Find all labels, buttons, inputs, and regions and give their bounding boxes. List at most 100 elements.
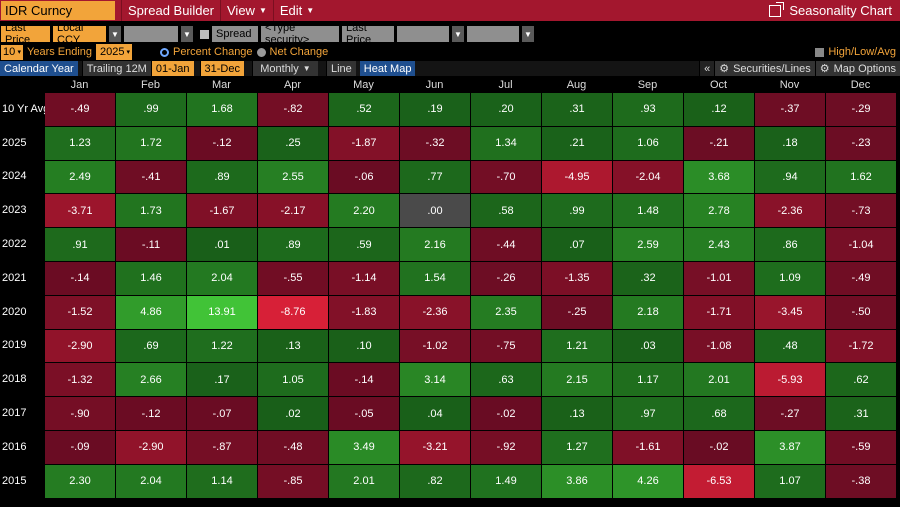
heat-cell[interactable]: -3.71 xyxy=(45,194,115,228)
heat-cell[interactable]: 1.23 xyxy=(45,126,115,160)
chevron-down-icon[interactable]: ▼ xyxy=(522,26,534,42)
heat-cell[interactable]: .69 xyxy=(116,329,186,363)
heat-cell[interactable]: -.32 xyxy=(400,126,470,160)
heat-cell[interactable]: -2.04 xyxy=(613,160,683,194)
heat-cell[interactable]: .20 xyxy=(471,93,541,126)
field-empty-box-3[interactable] xyxy=(467,26,519,42)
heat-cell[interactable]: .10 xyxy=(329,329,399,363)
heat-cell[interactable]: -.49 xyxy=(826,261,896,295)
heat-cell[interactable]: -1.52 xyxy=(45,295,115,329)
heat-cell[interactable]: -.21 xyxy=(684,126,754,160)
menu-spread-builder[interactable]: Spread Builder xyxy=(121,0,220,21)
chevron-down-icon[interactable]: ▼ xyxy=(181,26,193,42)
heat-cell[interactable]: -.14 xyxy=(45,261,115,295)
heat-cell[interactable]: .01 xyxy=(187,228,257,261)
heat-cell[interactable]: -.82 xyxy=(258,93,328,126)
heat-cell[interactable]: 1.27 xyxy=(542,430,612,464)
heat-cell[interactable]: .93 xyxy=(613,93,683,126)
heat-cell[interactable]: -.14 xyxy=(329,363,399,397)
heat-cell[interactable]: .32 xyxy=(613,261,683,295)
heat-cell[interactable]: .89 xyxy=(258,228,328,261)
heat-cell[interactable]: 1.54 xyxy=(400,261,470,295)
heat-cell[interactable]: -.23 xyxy=(826,126,896,160)
heat-cell[interactable]: .17 xyxy=(187,363,257,397)
period-select[interactable]: Monthly ▼ xyxy=(251,61,318,76)
heat-cell[interactable]: 2.20 xyxy=(329,194,399,228)
heat-cell[interactable]: 2.04 xyxy=(187,261,257,295)
heat-cell[interactable]: .89 xyxy=(187,160,257,194)
heat-cell[interactable]: -.92 xyxy=(471,430,541,464)
heat-cell[interactable]: -.50 xyxy=(826,295,896,329)
heat-cell[interactable]: .04 xyxy=(400,397,470,430)
heat-cell[interactable]: -1.01 xyxy=(684,261,754,295)
menu-view[interactable]: View ▼ xyxy=(220,0,273,21)
heat-cell[interactable]: .12 xyxy=(684,93,754,126)
heat-cell[interactable]: -1.14 xyxy=(329,261,399,295)
heat-cell[interactable]: 2.43 xyxy=(684,228,754,261)
heat-cell[interactable]: 2.15 xyxy=(542,363,612,397)
heat-cell[interactable]: 3.14 xyxy=(400,363,470,397)
heat-cell[interactable]: 1.68 xyxy=(187,93,257,126)
heat-cell[interactable]: .58 xyxy=(471,194,541,228)
heat-cell[interactable]: 2.01 xyxy=(329,464,399,498)
heat-cell[interactable]: -1.35 xyxy=(542,261,612,295)
heat-cell[interactable]: -.38 xyxy=(826,464,896,498)
heat-cell[interactable]: -2.90 xyxy=(116,430,186,464)
heat-cell[interactable]: .00 xyxy=(400,194,470,228)
heat-cell[interactable]: .07 xyxy=(542,228,612,261)
heat-cell[interactable]: -.11 xyxy=(116,228,186,261)
heat-cell[interactable]: 1.05 xyxy=(258,363,328,397)
heat-cell[interactable]: .13 xyxy=(542,397,612,430)
heat-cell[interactable]: -.26 xyxy=(471,261,541,295)
heat-cell[interactable]: 1.62 xyxy=(826,160,896,194)
heat-cell[interactable]: -.48 xyxy=(258,430,328,464)
heat-cell[interactable]: 2.01 xyxy=(684,363,754,397)
heat-cell[interactable]: .97 xyxy=(613,397,683,430)
calendar-year-button[interactable]: Calendar Year xyxy=(0,61,78,76)
collapse-button[interactable]: « xyxy=(699,61,715,76)
heat-cell[interactable]: -1.67 xyxy=(187,194,257,228)
heat-cell[interactable]: .94 xyxy=(755,160,825,194)
heat-cell[interactable]: 3.86 xyxy=(542,464,612,498)
ticker-input[interactable]: IDR Curncy xyxy=(1,1,115,20)
heat-cell[interactable]: 3.87 xyxy=(755,430,825,464)
heat-cell[interactable]: -1.61 xyxy=(613,430,683,464)
heat-cell[interactable]: 3.49 xyxy=(329,430,399,464)
percent-change-radio[interactable]: Percent Change xyxy=(160,46,253,58)
spread-checkbox[interactable] xyxy=(200,29,209,39)
heat-cell[interactable]: -2.90 xyxy=(45,329,115,363)
heat-cell[interactable]: -.87 xyxy=(187,430,257,464)
heat-cell[interactable]: -.25 xyxy=(542,295,612,329)
map-options-button[interactable]: ⚙ Map Options xyxy=(814,61,900,76)
heat-cell[interactable]: .31 xyxy=(826,397,896,430)
heat-cell[interactable]: -1.83 xyxy=(329,295,399,329)
heat-cell[interactable]: .02 xyxy=(258,397,328,430)
heat-cell[interactable]: .31 xyxy=(542,93,612,126)
line-view-button[interactable]: Line xyxy=(325,61,356,76)
heat-cell[interactable]: .77 xyxy=(400,160,470,194)
end-year-select[interactable]: 2025 ▾ xyxy=(96,44,133,60)
heat-cell[interactable]: -1.08 xyxy=(684,329,754,363)
function-title[interactable]: Seasonality Chart xyxy=(769,0,892,21)
heat-cell[interactable]: -.73 xyxy=(826,194,896,228)
heat-cell[interactable]: .99 xyxy=(542,194,612,228)
heat-cell[interactable]: 4.26 xyxy=(613,464,683,498)
heat-cell[interactable]: -6.53 xyxy=(684,464,754,498)
heat-cell[interactable]: 4.86 xyxy=(116,295,186,329)
heat-cell[interactable]: .21 xyxy=(542,126,612,160)
heat-cell[interactable]: -3.21 xyxy=(400,430,470,464)
heat-cell[interactable]: -8.76 xyxy=(258,295,328,329)
heat-cell[interactable]: 2.55 xyxy=(258,160,328,194)
heat-cell[interactable]: .19 xyxy=(400,93,470,126)
high-low-avg-toggle[interactable]: High/Low/Avg xyxy=(815,44,896,60)
heat-cell[interactable]: -4.95 xyxy=(542,160,612,194)
heat-cell[interactable]: 1.72 xyxy=(116,126,186,160)
heat-cell[interactable]: -2.36 xyxy=(755,194,825,228)
heat-cell[interactable]: -5.93 xyxy=(755,363,825,397)
heat-cell[interactable]: 2.18 xyxy=(613,295,683,329)
heat-cell[interactable]: 13.91 xyxy=(187,295,257,329)
heat-cell[interactable]: -.09 xyxy=(45,430,115,464)
heat-cell[interactable]: -.70 xyxy=(471,160,541,194)
heat-cell[interactable]: -2.36 xyxy=(400,295,470,329)
heat-cell[interactable]: .99 xyxy=(116,93,186,126)
